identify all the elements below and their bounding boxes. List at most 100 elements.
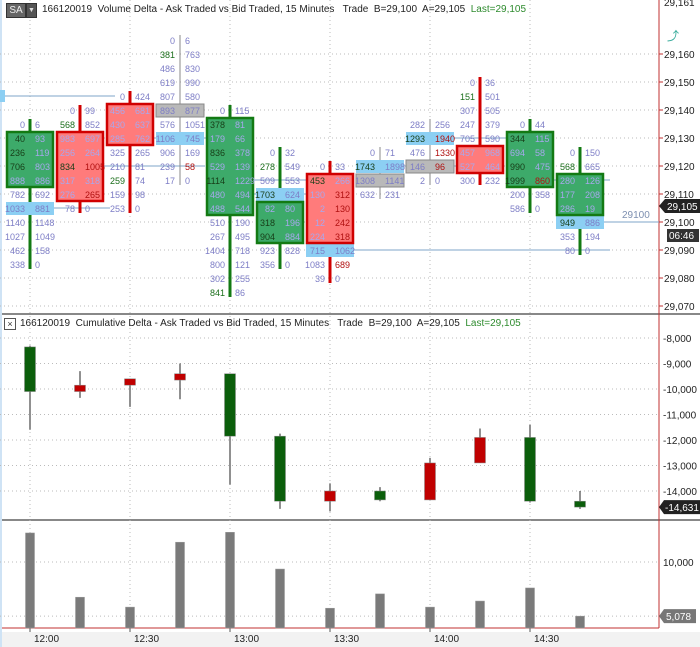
ask-volume: 1005 [85,162,105,172]
volume-bar [175,541,185,629]
trade-label: Trade [337,318,363,329]
bid-volume: 576 [160,120,175,130]
bid-volume: 253 [110,204,125,214]
bid-volume: 706 [10,162,25,172]
bid-volume: 807 [160,92,175,102]
trade-label: Trade [342,4,369,15]
bid-volume: 286 [560,204,575,214]
bid-volume: 0 [270,148,275,158]
sa-button[interactable]: SA [6,3,26,18]
ask-value: A=29,105 [422,4,466,15]
ask-volume: 312 [335,190,350,200]
ask-volume: 1049 [35,232,55,242]
max-volume-highlight [156,132,204,145]
bid-volume: 694 [510,148,525,158]
bid-value: B=29,100 [368,318,412,329]
max-volume-highlight [256,188,304,201]
ask-volume: 115 [235,106,249,116]
ask-volume: 36 [485,78,495,88]
ask-volume: 637 [135,120,150,130]
doji-body [155,103,205,118]
bid-volume: 509 [260,176,275,186]
red-candle-body [305,172,355,245]
ask-volume: 358 [535,190,550,200]
bid-volume: 12 [315,218,325,228]
bid-volume: 1083 [305,260,325,270]
price-axis-label-partial: 29,161 [664,0,695,9]
bid-volume: 179 [210,134,225,144]
bid-volume: 800 [210,260,225,270]
bid-volume: 990 [510,162,525,172]
close-icon[interactable]: × [4,318,16,330]
green-candle-body [5,130,55,189]
ask-volume: 968 [485,148,500,158]
bid-volume: 705 [460,134,475,144]
price-axis-label: 29,140 [664,106,695,117]
bid-volume: 0 [470,78,475,88]
bid-volume: 1293 [405,134,425,144]
ask-volume: 115 [535,134,549,144]
delta-candle-body [374,490,386,501]
volume-bar [575,615,585,629]
ask-volume: 86 [235,288,245,298]
chevron-down-icon[interactable]: ▼ [26,3,37,18]
ask-volume: 1229 [235,176,255,186]
bid-volume: 146 [410,162,425,172]
bid-volume: 0 [570,148,575,158]
ask-volume: 553 [285,176,300,186]
ask-volume: 0 [135,204,140,214]
volume-axis-label: 10,000 [663,558,694,569]
delta-panel-header: 166120019 Cumulative Delta - Ask Traded … [20,318,521,329]
ask-volume: 231 [385,190,400,200]
ask-volume: 98 [135,190,145,200]
green-candle-body [555,172,605,217]
volume-bar [525,587,535,629]
ask-volume: 0 [435,176,440,186]
bid-volume: 904 [260,232,275,242]
bid-volume: 462 [10,246,25,256]
red-candle-body [455,144,505,175]
bid-volume: 151 [460,92,475,102]
price-axis-label: 29,120 [664,162,695,173]
bid-volume: 568 [560,162,575,172]
max-volume-highlight [306,244,354,257]
ask-volume: 494 [235,190,250,200]
volume-bar [125,606,135,629]
ask-volume: 208 [585,190,600,200]
bid-volume: 457 [460,148,475,158]
ask-volume: 881 [35,204,50,214]
bid-volume: 378 [210,120,225,130]
ask-volume: 6 [185,36,190,46]
price-axis-label: 29,130 [664,134,695,145]
ask-volume: 318 [335,232,350,242]
bid-volume: 338 [10,260,25,270]
ask-volume: 464 [485,162,500,172]
ask-volume: 119 [35,148,49,158]
price-axis-label: 29,090 [664,246,695,257]
delta-axis-label: -9,000 [663,360,692,371]
ask-volume: 681 [135,106,150,116]
bid-volume: 325 [110,148,125,158]
bid-volume: 1027 [5,232,25,242]
ask-volume: 828 [285,246,300,256]
last-value: Last=29,105 [465,318,521,329]
bid-volume: 78 [65,204,75,214]
green-candle-body [205,116,255,217]
bid-volume: 586 [510,204,525,214]
bid-volume: 0 [220,106,225,116]
ask-volume: 495 [235,232,250,242]
red-candle-body [105,102,155,147]
bid-volume: 1308 [355,176,375,186]
bid-volume: 82 [265,204,275,214]
delta-last-tag [659,500,700,515]
bid-volume: 486 [160,64,175,74]
ask-volume: 718 [235,246,250,256]
ask-volume: 32 [285,148,295,158]
ask-volume: 860 [535,176,550,186]
price-axis-label: 29,100 [664,218,695,229]
bid-volume: 715 [310,246,325,256]
level-marker [0,90,5,102]
delta-candle-body [324,490,336,502]
bid-volume: 568 [60,120,75,130]
